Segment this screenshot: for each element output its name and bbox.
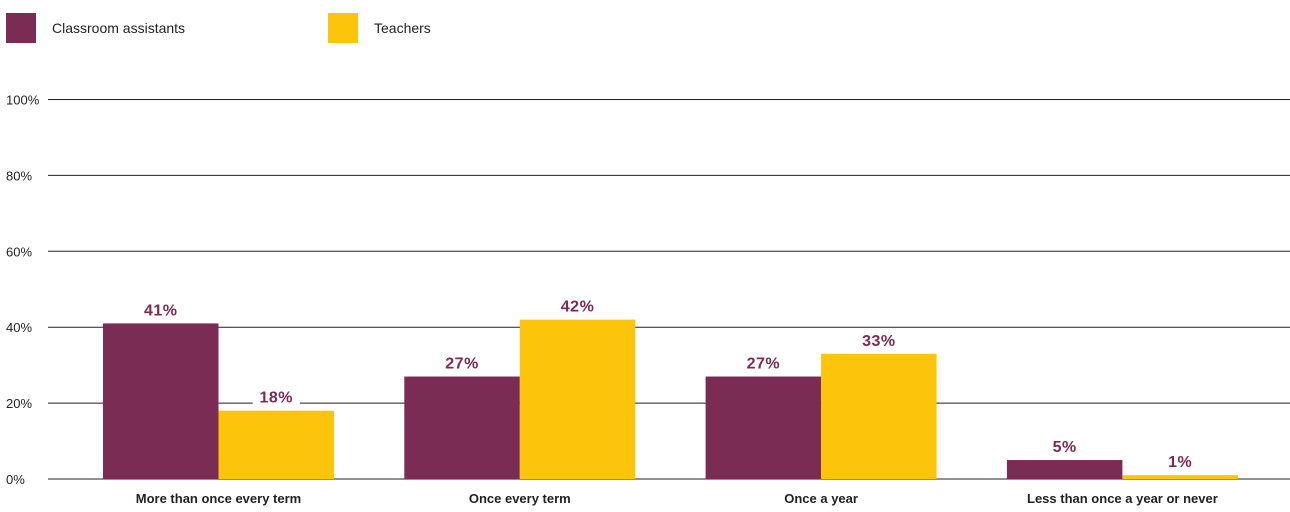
x-tick-label: More than once every term [136,491,301,506]
y-tick-label: 60% [6,244,32,259]
x-tick-label: Once a year [784,491,858,506]
value-label: 27% [747,356,781,373]
x-tick-label: Less than once a year or never [1027,491,1218,506]
value-label: 5% [1053,439,1077,456]
value-label: 1% [1168,454,1192,471]
y-tick-label: 80% [6,168,32,183]
bar [706,377,822,479]
bar [219,411,335,479]
y-tick-label: 40% [6,320,32,335]
value-label: 27% [445,356,479,373]
y-tick-label: 0% [6,472,25,487]
value-label: 42% [561,299,595,316]
bar [821,354,937,479]
x-tick-label: Once every term [469,491,571,506]
value-label: 33% [862,333,896,350]
value-label: 41% [144,302,178,319]
bar [404,377,520,479]
y-tick-label: 100% [6,93,40,108]
bar [1007,460,1123,479]
value-label: 18% [259,390,293,407]
y-tick-label: 20% [6,396,32,411]
bar [103,323,219,479]
bar [520,320,636,479]
bar [1122,475,1238,479]
